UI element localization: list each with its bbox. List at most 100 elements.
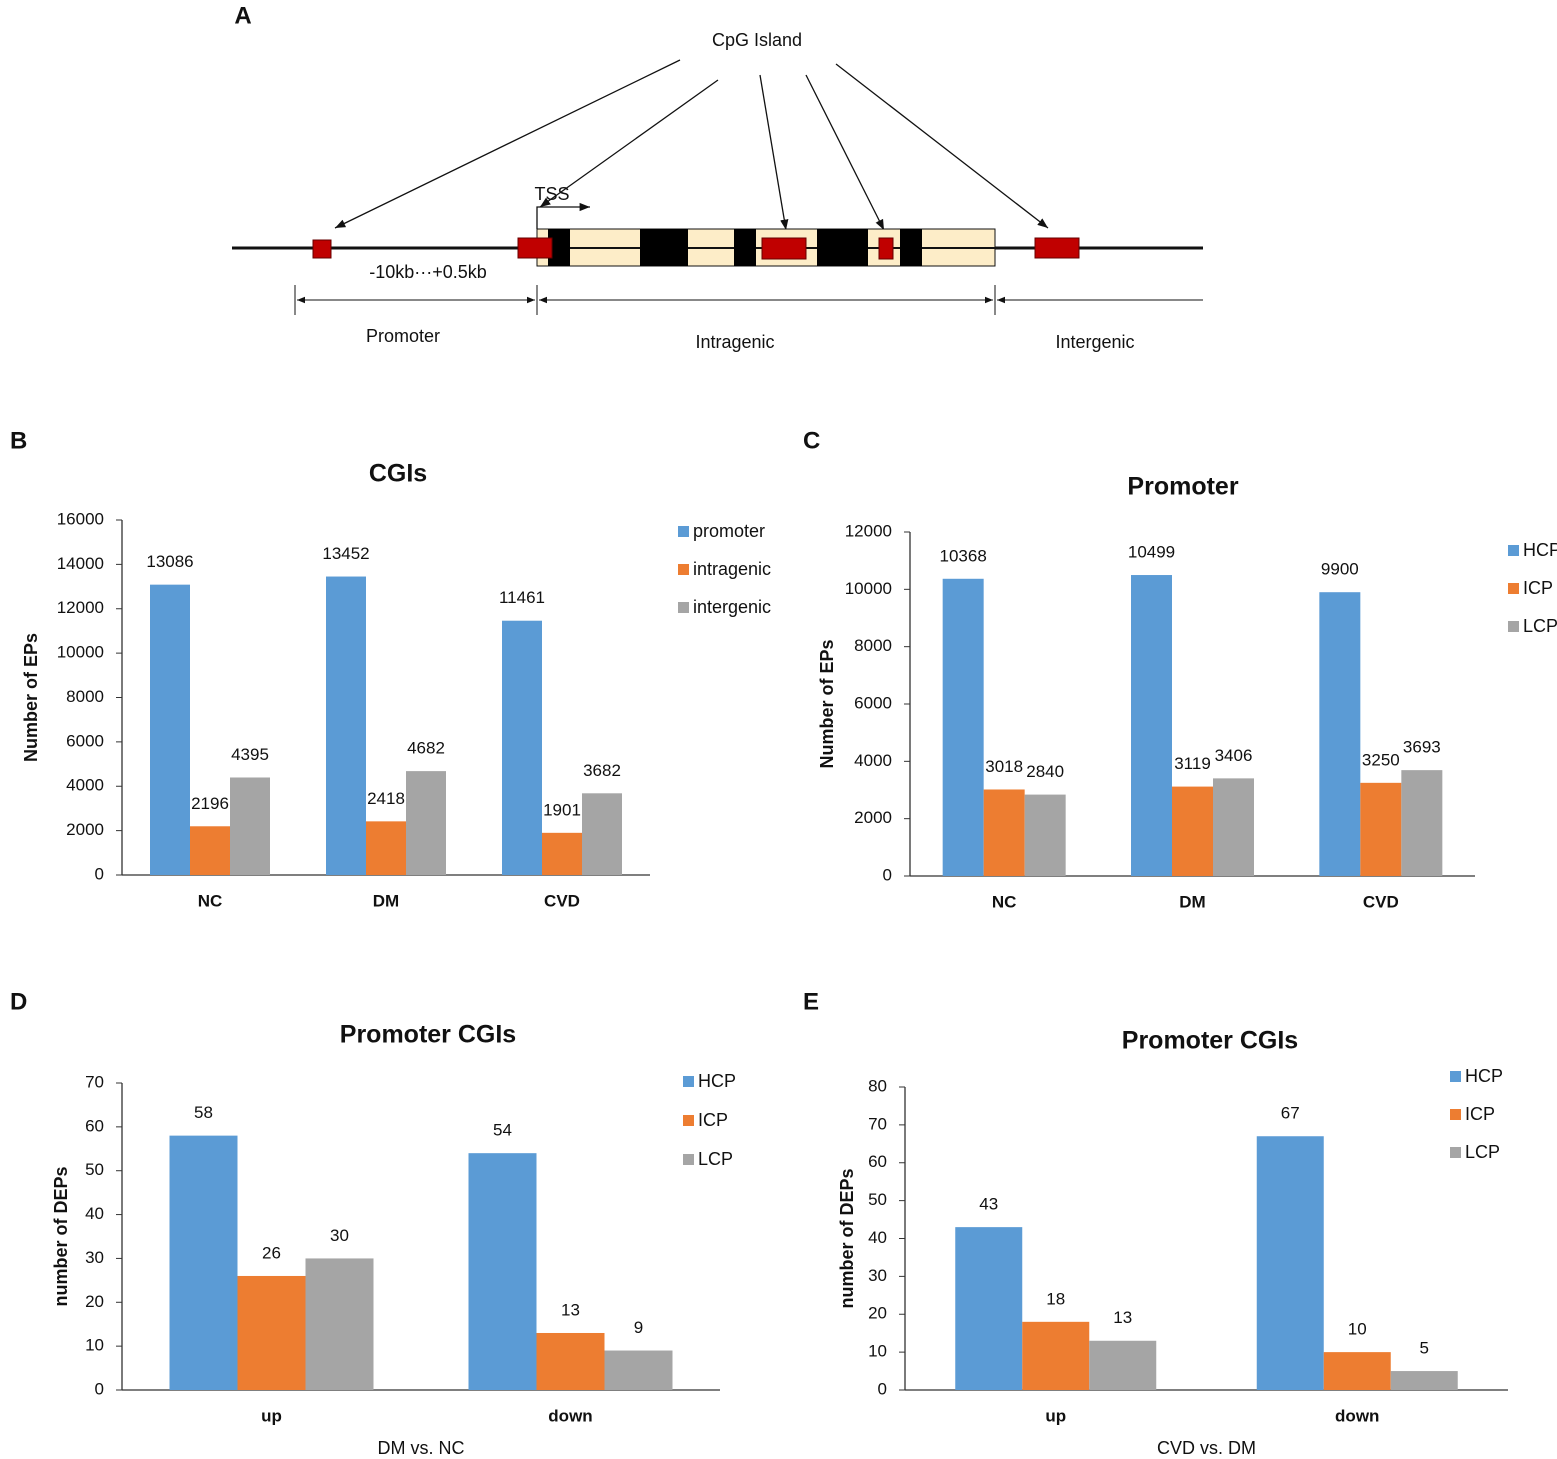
legend-swatch xyxy=(1450,1109,1461,1120)
data-label: 1901 xyxy=(543,800,581,819)
y-axis-label: number of DEPs xyxy=(837,1168,857,1308)
legend-label: HCP xyxy=(698,1071,736,1091)
x-tick-label: down xyxy=(1335,1406,1379,1425)
data-label: 30 xyxy=(330,1226,349,1245)
legend-label: HCP xyxy=(1465,1066,1503,1086)
x-tick-label: up xyxy=(1045,1406,1066,1425)
data-label: 18 xyxy=(1046,1289,1065,1308)
cpg-label: CpG Island xyxy=(712,30,802,50)
y-tick-label: 60 xyxy=(868,1152,887,1171)
data-label: 11461 xyxy=(499,588,545,607)
bar xyxy=(1089,1340,1157,1390)
y-tick-label: 60 xyxy=(85,1116,104,1135)
data-label: 13 xyxy=(1113,1308,1132,1327)
bar xyxy=(366,821,406,875)
bar xyxy=(326,576,366,875)
y-tick-label: 50 xyxy=(85,1160,104,1179)
y-tick-label: 2000 xyxy=(66,820,104,839)
legend-label: LCP xyxy=(698,1149,733,1169)
y-tick-label: 30 xyxy=(85,1248,104,1267)
y-axis-label: Number of EPs xyxy=(817,639,837,768)
bar xyxy=(1131,575,1172,876)
data-label: 3682 xyxy=(583,761,621,780)
y-tick-label: 6000 xyxy=(854,693,892,712)
y-tick-label: 80 xyxy=(868,1076,887,1095)
legend-label: HCP xyxy=(1523,540,1557,560)
bar xyxy=(305,1258,374,1390)
chart-title: CGIs xyxy=(369,460,427,488)
legend-label: intragenic xyxy=(693,559,771,579)
data-label: 4682 xyxy=(407,739,445,758)
bar xyxy=(169,1135,238,1390)
data-label: 4395 xyxy=(231,745,269,764)
data-label: 3250 xyxy=(1362,750,1400,769)
data-label: 3018 xyxy=(985,757,1023,776)
data-label: 26 xyxy=(262,1243,281,1262)
legend-label: intergenic xyxy=(693,597,771,617)
tss-arrow xyxy=(536,202,590,229)
bar xyxy=(1022,1321,1090,1390)
data-label: 2840 xyxy=(1026,762,1064,781)
exons xyxy=(548,229,922,266)
x-axis-label: DM vs. NC xyxy=(378,1438,465,1458)
legend-label: ICP xyxy=(1523,578,1553,598)
y-tick-label: 70 xyxy=(868,1114,887,1133)
y-tick-label: 14000 xyxy=(57,554,104,573)
data-label: 67 xyxy=(1281,1104,1300,1123)
y-tick-label: 0 xyxy=(878,1379,887,1398)
x-tick-label: CVD xyxy=(544,891,580,910)
bar xyxy=(237,1275,306,1390)
data-label: 54 xyxy=(493,1121,512,1140)
region-label: Intergenic xyxy=(1055,332,1134,352)
data-label: 10499 xyxy=(1128,543,1175,562)
data-label: 5 xyxy=(1420,1339,1429,1358)
legend-swatch xyxy=(683,1154,694,1165)
chart-title: Promoter CGIs xyxy=(340,1021,516,1049)
bar xyxy=(1319,592,1361,876)
bar xyxy=(1172,786,1213,876)
bar xyxy=(190,826,230,875)
chart: C Promoter Number of EPs 0 2000 4000 6000 8000 1… xyxy=(803,427,1557,911)
bar xyxy=(542,832,582,875)
bar xyxy=(1323,1352,1391,1390)
legend-label: promoter xyxy=(693,521,765,541)
y-tick-label: 30 xyxy=(868,1266,887,1285)
data-label: 3693 xyxy=(1403,738,1441,757)
data-label: 2196 xyxy=(191,794,229,813)
chart-title: Promoter CGIs xyxy=(1122,1027,1298,1055)
x-tick-label: NC xyxy=(992,892,1017,911)
chart: B CGIs Number of EPs 0 2000 4000 6000 8000 10000… xyxy=(10,427,771,910)
legend-swatch xyxy=(1508,621,1519,632)
y-tick-label: 16000 xyxy=(57,509,104,528)
legend-swatch xyxy=(678,526,689,537)
range-label: -10kb···+0.5kb xyxy=(369,262,487,282)
data-label: 13452 xyxy=(322,544,369,563)
bar xyxy=(1390,1371,1458,1390)
data-label: 10 xyxy=(1348,1320,1367,1339)
y-tick-label: 8000 xyxy=(66,687,104,706)
data-label: 13 xyxy=(561,1300,580,1319)
bar xyxy=(942,578,984,876)
region-label: Promoter xyxy=(366,326,440,346)
y-tick-label: 8000 xyxy=(854,636,892,655)
y-tick-label: 12000 xyxy=(845,521,892,540)
panel-label: A xyxy=(234,2,251,29)
y-tick-label: 10 xyxy=(85,1336,104,1355)
diagram: A CpG Island TSS -10kb···+0.5kb xyxy=(232,2,1203,352)
y-tick-label: 4000 xyxy=(66,776,104,795)
y-tick-label: 0 xyxy=(95,864,104,883)
region-label: Intragenic xyxy=(695,332,774,352)
y-tick-label: 6000 xyxy=(66,731,104,750)
panel-label: E xyxy=(803,988,819,1015)
data-label: 3406 xyxy=(1215,746,1253,765)
bar xyxy=(468,1153,537,1390)
bar xyxy=(150,584,190,875)
bar xyxy=(406,771,446,875)
legend-swatch xyxy=(1508,583,1519,594)
x-tick-label: down xyxy=(548,1406,592,1425)
panel-label: D xyxy=(10,988,27,1015)
y-tick-label: 20 xyxy=(868,1304,887,1323)
tss-label: TSS xyxy=(534,184,569,204)
x-tick-label: NC xyxy=(198,891,223,910)
data-label: 3119 xyxy=(1174,754,1211,773)
